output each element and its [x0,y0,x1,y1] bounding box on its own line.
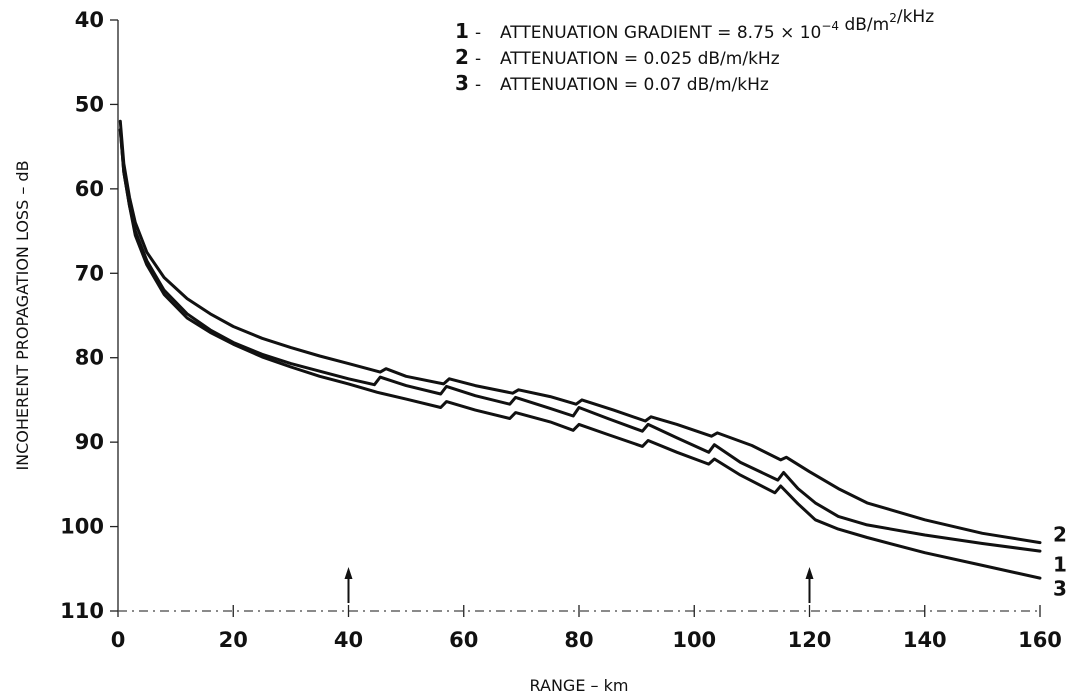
legend-text: ATTENUATION = 0.07 dB/m/kHz [500,75,769,95]
y-tick-label: 110 [60,599,104,623]
y-axis-label: INCOHERENT PROPAGATION LOSS – dB [13,160,32,470]
legend-entry-1: 1- ATTENUATION GRADIENT = 8.75 × 10−4 dB/… [455,7,934,43]
arrow-marker [344,567,353,603]
legend-dash: - [475,23,481,43]
x-tick-label: 60 [449,628,478,652]
x-tick-label: 0 [111,628,126,652]
x-tick-label: 20 [219,628,248,652]
tick-marks: 40 50 60 70 80 90 100 110 0 20 40 60 80 100 120 140 160 [60,8,1062,652]
x-tick-label: 140 [903,628,947,652]
series-line-3 [118,128,1042,580]
x-tick-label: 160 [1018,628,1062,652]
legend-number: 2 [455,45,469,69]
legend-entry-3: 3- ATTENUATION = 0.07 dB/m/kHz [455,71,769,95]
y-tick-label: 60 [75,177,104,201]
x-tick-label: 40 [334,628,363,652]
series-layer: 2 13 [118,119,1067,601]
legend-dash: - [475,49,481,69]
series-line-2 [118,119,1042,545]
y-tick-label: 40 [75,8,104,32]
x-tick-label: 120 [788,628,832,652]
x-tick-label: 100 [672,628,716,652]
range-markers [344,567,814,603]
y-tick-label: 50 [75,92,104,116]
arrow-marker [805,567,814,603]
end-label-1: 1 [1053,553,1067,577]
y-tick-label: 80 [75,346,104,370]
y-tick-label: 70 [75,261,104,285]
y-tick-label: 90 [75,430,104,454]
legend-entry-2: 2- ATTENUATION = 0.025 dB/m/kHz [455,45,780,69]
x-tick-label: 80 [564,628,593,652]
legend-text: ATTENUATION GRADIENT = 8.75 × 10−4 dB/m2… [500,7,934,43]
axes [117,20,1040,617]
end-label-2: 2 [1053,523,1067,547]
end-label-3: 3 [1053,577,1067,601]
x-axis-label: RANGE – km [530,676,629,695]
legend-dash: - [475,75,481,95]
legend-number: 3 [455,71,469,95]
legend-text: ATTENUATION = 0.025 dB/m/kHz [500,49,780,69]
legend: 1- ATTENUATION GRADIENT = 8.75 × 10−4 dB/… [455,7,934,95]
legend-number: 1 [455,19,469,43]
y-tick-label: 100 [60,515,104,539]
series-line-1 [118,128,1042,553]
